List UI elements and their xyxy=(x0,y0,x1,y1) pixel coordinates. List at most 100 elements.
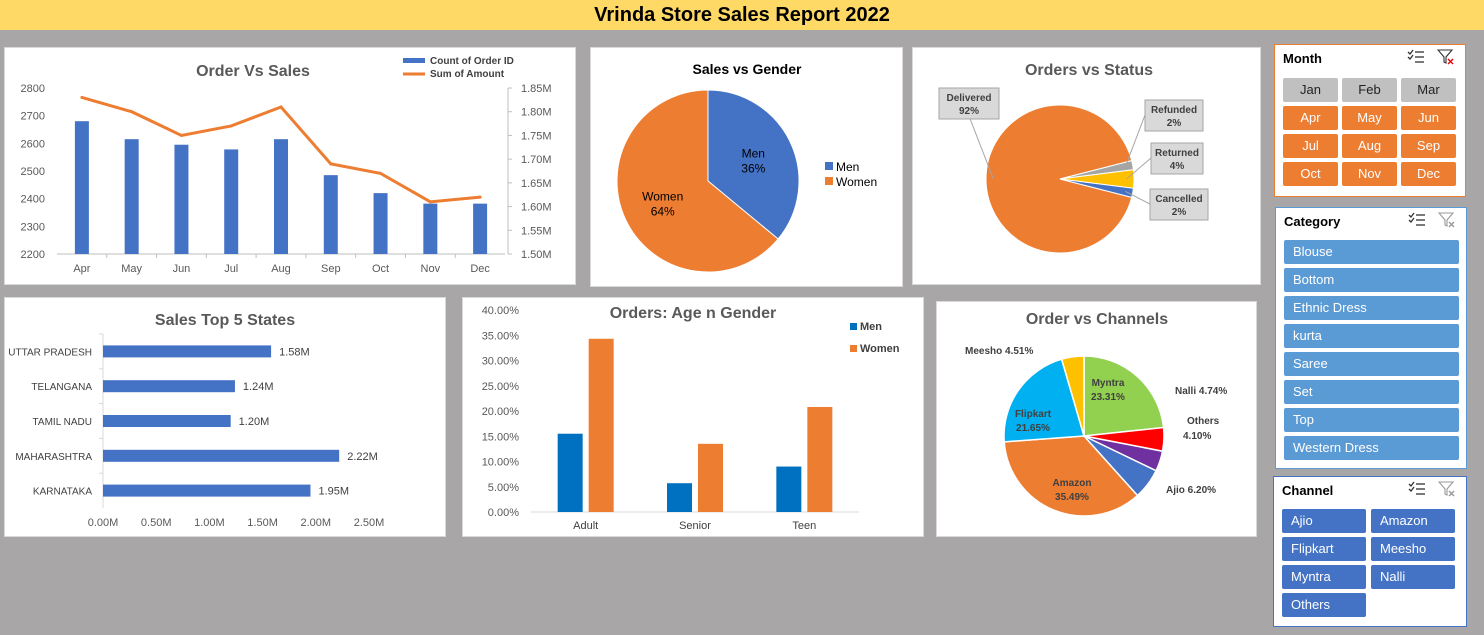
slice-pct: 21.65% xyxy=(1016,423,1050,434)
category-item[interactable]: Western Dress xyxy=(1284,436,1459,460)
month-item-feb[interactable]: Feb xyxy=(1342,78,1397,102)
clear-filter-icon[interactable] xyxy=(1437,49,1455,65)
slice-pct: 2% xyxy=(1167,118,1182,129)
slice-label: Others xyxy=(1187,416,1220,427)
multi-select-icon[interactable] xyxy=(1408,212,1426,228)
category-item[interactable]: kurta xyxy=(1284,324,1459,348)
bar[interactable] xyxy=(174,144,189,254)
y-tick-label: 2500 xyxy=(21,166,45,178)
line-point xyxy=(379,171,383,175)
bar[interactable] xyxy=(274,139,288,254)
chart-orders-vs-status[interactable]: Orders vs Status Delivered 92% Refunded 2% Re… xyxy=(912,47,1261,285)
bar[interactable] xyxy=(103,380,235,393)
month-item-nov[interactable]: Nov xyxy=(1342,162,1397,186)
bar-men[interactable] xyxy=(776,466,802,512)
month-item-aug[interactable]: Aug xyxy=(1342,134,1397,158)
month-slicer[interactable]: Month Jan Feb Mar Apr May Jun Jul Aug Sep Oct Nov D… xyxy=(1274,44,1466,197)
pie-slice-men[interactable] xyxy=(707,89,800,240)
bar[interactable] xyxy=(103,484,311,497)
month-item-jun[interactable]: Jun xyxy=(1401,106,1456,130)
x-tick-label: 0.50M xyxy=(141,517,172,529)
channel-item-ajio[interactable]: Ajio xyxy=(1282,509,1366,533)
slice-label: Cancelled xyxy=(1155,194,1202,205)
bar-men[interactable] xyxy=(667,483,692,512)
bar[interactable] xyxy=(103,449,340,462)
slice-label: Nalli 4.74% xyxy=(1175,386,1227,397)
pie-slice-delivered[interactable] xyxy=(985,104,1133,254)
data-callout xyxy=(1144,99,1204,132)
chart-sales-vs-gender[interactable]: Sales vs Gender Men 36% Men Women 64% Women xyxy=(590,47,903,287)
slice-label: Women xyxy=(642,189,683,203)
slice-label-name: Ajio xyxy=(1166,485,1188,496)
channel-item-amazon[interactable]: Amazon xyxy=(1371,509,1455,533)
month-item-may[interactable]: May xyxy=(1342,106,1397,130)
data-callout xyxy=(1150,142,1204,175)
channel-item-nalli[interactable]: Nalli xyxy=(1371,565,1455,589)
clear-filter-icon[interactable] xyxy=(1438,212,1456,228)
slice-label-name: Meesho xyxy=(965,346,1005,357)
pie-slice-myntra[interactable] xyxy=(1083,355,1165,437)
data-label: 1.58M xyxy=(279,346,310,358)
pie-slice-cancelled[interactable] xyxy=(1059,178,1134,199)
chart-order-vs-channels[interactable]: Order vs Channels Myntra 23.31% Nalli 4.74%… xyxy=(936,301,1257,537)
bar-women[interactable] xyxy=(698,443,723,512)
bar[interactable] xyxy=(74,121,89,254)
slice-pct: 23.31% xyxy=(1091,392,1125,403)
bar-women[interactable] xyxy=(588,338,614,512)
bar[interactable] xyxy=(224,149,239,254)
channel-slicer[interactable]: Channel Ajio Amazon Flipkart Meesho Myntra Na… xyxy=(1273,476,1467,627)
category-item[interactable]: Ethnic Dress xyxy=(1284,296,1459,320)
slice-pct: 92% xyxy=(959,106,979,117)
pie-slice-meesho[interactable] xyxy=(1060,355,1085,437)
category-item[interactable]: Blouse xyxy=(1284,240,1459,264)
slice-pct: 2% xyxy=(1172,207,1187,218)
category-item[interactable]: Set xyxy=(1284,380,1459,404)
month-item-mar[interactable]: Mar xyxy=(1401,78,1456,102)
x-tick-label: Teen xyxy=(792,520,816,532)
leader-line xyxy=(968,115,994,180)
x-tick-label: Sep xyxy=(321,263,341,275)
bar-women[interactable] xyxy=(807,406,833,512)
bar[interactable] xyxy=(423,203,438,254)
bar[interactable] xyxy=(103,345,272,358)
month-item-dec[interactable]: Dec xyxy=(1401,162,1456,186)
month-item-sep[interactable]: Sep xyxy=(1401,134,1456,158)
bar[interactable] xyxy=(373,193,388,254)
x-tick-label: May xyxy=(121,263,142,275)
category-item[interactable]: Bottom xyxy=(1284,268,1459,292)
x-tick-label: Senior xyxy=(679,520,711,532)
channel-item-flipkart[interactable]: Flipkart xyxy=(1282,537,1366,561)
bar[interactable] xyxy=(323,175,338,254)
chart-orders-age-gender[interactable]: Orders: Age n Gender 40.00% 35.00% 30.00% 25… xyxy=(462,297,924,537)
clear-filter-icon[interactable] xyxy=(1438,481,1456,497)
pie-slice-amazon[interactable] xyxy=(1003,435,1139,517)
x-tick-label: Oct xyxy=(372,263,389,275)
chart-sales-top5-states[interactable]: Sales Top 5 States UTTAR PRADESH 1.58M TELA… xyxy=(4,297,446,537)
bar-men[interactable] xyxy=(557,433,583,512)
multi-select-icon[interactable] xyxy=(1407,49,1425,65)
category-item[interactable]: Saree xyxy=(1284,352,1459,376)
month-item-jan[interactable]: Jan xyxy=(1283,78,1338,102)
channel-item-meesho[interactable]: Meesho xyxy=(1371,537,1455,561)
month-item-jul[interactable]: Jul xyxy=(1283,134,1338,158)
y-tick-label: 2200 xyxy=(21,249,45,261)
month-item-apr[interactable]: Apr xyxy=(1283,106,1338,130)
channel-item-myntra[interactable]: Myntra xyxy=(1282,565,1366,589)
legend-label: Women xyxy=(860,343,900,355)
y2-tick-label: 1.65M xyxy=(521,178,552,190)
pie-slice-women[interactable] xyxy=(616,89,779,273)
channel-slicer-title: Channel xyxy=(1282,483,1334,498)
bar[interactable] xyxy=(124,139,139,254)
category-slicer[interactable]: Category Blouse Bottom Ethnic Dress kurta Sa… xyxy=(1275,207,1467,469)
channel-item-others[interactable]: Others xyxy=(1282,593,1366,617)
category-item[interactable]: Top xyxy=(1284,408,1459,432)
y-tick-label: 5.00% xyxy=(488,482,519,494)
bar[interactable] xyxy=(103,415,231,427)
bar[interactable] xyxy=(473,203,488,254)
multi-select-icon[interactable] xyxy=(1408,481,1426,497)
month-item-oct[interactable]: Oct xyxy=(1283,162,1338,186)
pie-slice-flipkart[interactable] xyxy=(1003,358,1085,443)
legend-label: Sum of Amount xyxy=(430,69,505,80)
chart-order-vs-sales[interactable]: Order Vs Sales 2800 2700 2600 2500 2400 2300 22… xyxy=(4,47,576,285)
slice-label: Myntra xyxy=(1092,378,1125,389)
